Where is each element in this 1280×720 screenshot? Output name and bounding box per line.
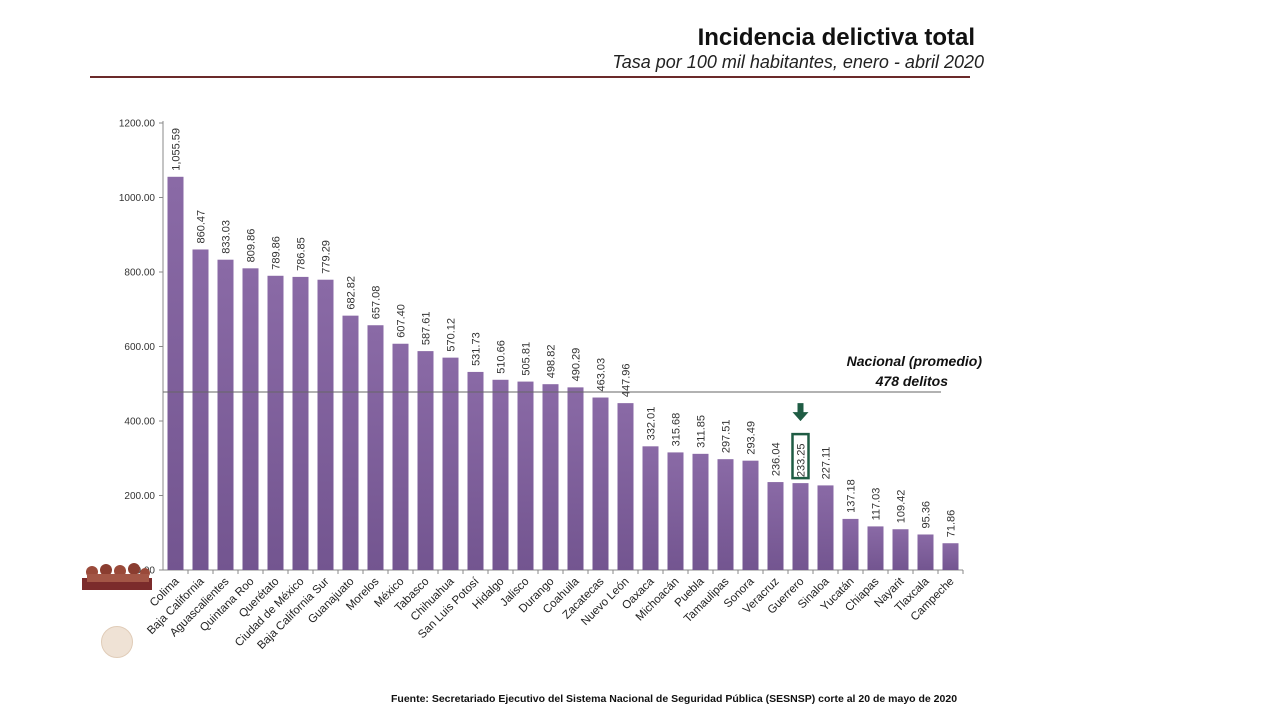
y-tick-label: 1000.00 [119, 193, 156, 204]
data-label: 860.47 [196, 210, 208, 244]
source-note: Fuente: Secretariado Ejecutivo del Siste… [391, 693, 958, 705]
data-label: 293.49 [746, 421, 758, 455]
bar [492, 379, 509, 570]
government-logo-image [82, 552, 152, 592]
bar [892, 529, 909, 570]
data-label: 297.51 [721, 420, 733, 454]
data-label: 490.29 [571, 348, 583, 382]
bar [917, 534, 934, 570]
reference-label: Nacional (promedio) [847, 353, 983, 369]
data-label: 137.18 [846, 479, 858, 513]
bar [517, 381, 534, 570]
data-label: 109.42 [896, 490, 908, 524]
bar [342, 315, 359, 570]
y-tick-label: 200.00 [124, 491, 155, 502]
data-label: 95.36 [921, 501, 933, 529]
y-tick-label: 400.00 [124, 417, 155, 428]
bar [267, 275, 284, 570]
bar [317, 279, 334, 570]
data-label: 789.86 [271, 236, 283, 270]
bar [467, 371, 484, 570]
data-label: 657.08 [371, 286, 383, 320]
chart-subtitle: Tasa por 100 mil habitantes, enero - abr… [612, 52, 984, 72]
data-label: 498.82 [546, 345, 558, 379]
data-label: 117.03 [871, 488, 883, 521]
y-tick-label: 1200.00 [119, 119, 156, 130]
chart-title: Incidencia delictiva total [697, 24, 975, 51]
bar [292, 276, 309, 570]
data-label: 531.73 [471, 332, 483, 366]
bar [867, 526, 884, 570]
bar [667, 452, 684, 570]
bar [417, 351, 434, 570]
bar [367, 325, 384, 570]
y-tick-label: 600.00 [124, 342, 155, 353]
bar [567, 387, 584, 570]
data-label: 71.86 [946, 510, 958, 538]
data-label: 779.29 [321, 240, 333, 274]
data-label: 233.25 [796, 443, 808, 477]
bar [217, 259, 234, 570]
data-label: 332.01 [646, 407, 658, 441]
data-label: 227.11 [821, 447, 833, 480]
data-label: 510.66 [496, 340, 508, 374]
bar [817, 485, 834, 570]
bar [192, 249, 209, 571]
highlight-arrow-icon [792, 403, 809, 422]
data-label: 463.03 [596, 358, 608, 392]
data-label: 833.03 [221, 220, 233, 254]
bar [392, 343, 409, 570]
data-label: 447.96 [621, 363, 633, 397]
title-divider [90, 76, 970, 78]
bar [692, 453, 709, 570]
bar [592, 397, 609, 570]
bar [792, 483, 809, 570]
bar [642, 446, 659, 570]
bar [167, 176, 184, 570]
bar [442, 357, 459, 570]
data-label: 311.85 [696, 415, 708, 448]
bar [617, 403, 634, 570]
data-label: 570.12 [446, 318, 458, 352]
bar [767, 482, 784, 570]
data-label: 587.61 [421, 311, 433, 345]
y-tick-label: 800.00 [124, 268, 155, 279]
bar [242, 268, 259, 570]
national-seal-icon [101, 626, 133, 658]
data-label: 809.86 [246, 229, 258, 263]
data-label: 505.81 [521, 342, 533, 376]
data-label: 1,055.59 [171, 128, 183, 171]
data-label: 315.68 [671, 413, 683, 447]
data-label: 607.40 [396, 304, 408, 338]
data-label: 786.85 [296, 237, 308, 271]
reference-value-label: 478 delitos [875, 373, 949, 389]
bar [717, 459, 734, 570]
bar [942, 543, 959, 570]
highlight-box [791, 432, 810, 480]
bar [542, 384, 559, 570]
data-label: 682.82 [346, 276, 358, 310]
bar [742, 460, 759, 570]
bar [842, 518, 859, 570]
data-label: 236.04 [771, 442, 783, 476]
